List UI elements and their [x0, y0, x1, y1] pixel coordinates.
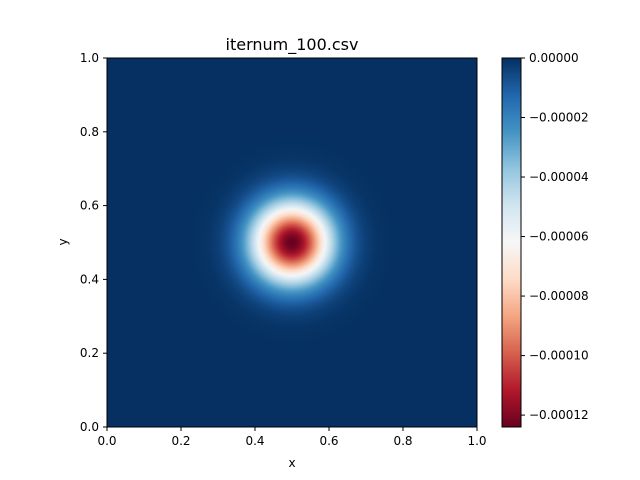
x-tick-label: 1.0 — [467, 434, 486, 448]
x-tick-label: 0.8 — [393, 434, 412, 448]
y-tick-label: 0.6 — [80, 199, 99, 213]
y-tick-label: 0.8 — [80, 125, 99, 139]
y-tick-label: 0.2 — [80, 346, 99, 360]
colorbar-tick-label: 0.00000 — [529, 51, 579, 65]
colorbar-tick-label: −0.00010 — [529, 349, 589, 363]
plot-area — [106, 57, 478, 428]
colorbar-tick-label: −0.00012 — [529, 408, 589, 422]
y-tick-label: 1.0 — [80, 51, 99, 65]
plot-frame — [106, 57, 478, 428]
heatmap-field — [181, 131, 403, 354]
colorbar-ticks: 0.00000 −0.00002 −0.00004 −0.00006 −0.00008 −… — [521, 51, 589, 422]
chart-title: iternum_100.csv — [226, 35, 359, 55]
colorbar-gradient — [502, 58, 521, 427]
colorbar: 0.00000 −0.00002 −0.00004 −0.00006 −0.00008 −… — [501, 51, 589, 428]
y-axis: 0.0 0.2 0.4 0.6 0.8 1.0 — [80, 51, 107, 434]
x-tick-label: 0.6 — [319, 434, 338, 448]
y-tick-label: 0.0 — [80, 420, 99, 434]
colorbar-frame — [501, 57, 522, 428]
colorbar-tick-label: −0.00002 — [529, 111, 589, 125]
y-axis-label: y — [56, 238, 70, 245]
colorbar-tick-label: −0.00008 — [529, 289, 589, 303]
x-tick-label: 0.2 — [171, 434, 190, 448]
x-tick-label: 0.0 — [97, 434, 116, 448]
x-tick-label: 0.4 — [245, 434, 264, 448]
y-tick-label: 0.4 — [80, 272, 99, 286]
colorbar-tick-label: −0.00004 — [529, 170, 589, 184]
x-axis-label: x — [288, 456, 295, 470]
colorbar-tick-label: −0.00006 — [529, 230, 589, 244]
gaussian-blob — [181, 131, 403, 354]
x-axis: 0.0 0.2 0.4 0.6 0.8 1.0 — [97, 427, 487, 448]
